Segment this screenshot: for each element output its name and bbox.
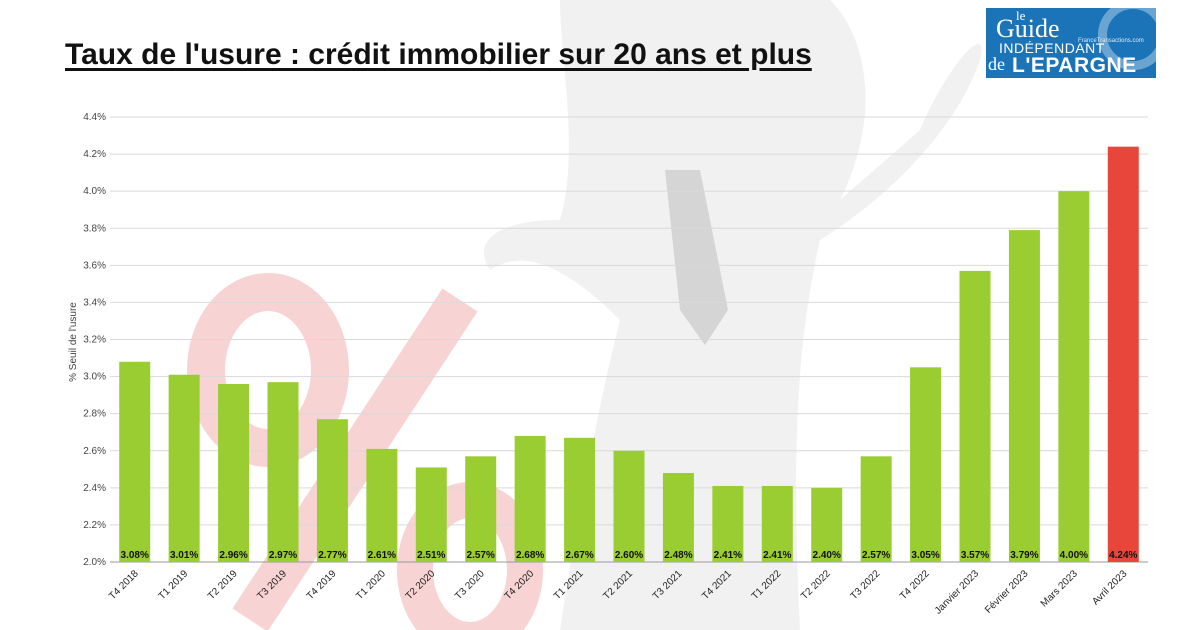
x-tick-label: Janvier 2023 — [933, 568, 982, 617]
data-label: 3.08% — [121, 550, 149, 561]
x-tick-label: T1 2019 — [157, 568, 191, 602]
data-label: 2.51% — [417, 550, 445, 561]
y-tick-label: 3.4% — [83, 297, 106, 308]
logo-ring-icon — [1098, 8, 1156, 70]
bar — [1058, 191, 1090, 562]
bar — [1008, 230, 1040, 562]
bar — [761, 485, 793, 562]
logo-de: de — [988, 54, 1005, 74]
bar — [465, 456, 497, 562]
y-tick-label: 2.8% — [83, 409, 106, 420]
logo-guide: Guide — [996, 14, 1060, 43]
data-label: 2.41% — [763, 550, 791, 561]
y-tick-label: 3.8% — [83, 223, 106, 234]
guide-epargne-logo: le Guide INDÉPENDANT FranceTransactions.… — [986, 8, 1156, 78]
data-label: 3.01% — [170, 550, 198, 561]
data-label: 3.57% — [961, 550, 989, 561]
bar — [959, 270, 991, 562]
bar — [811, 487, 843, 562]
logo-le: le — [1016, 8, 1026, 23]
data-label: 2.97% — [269, 550, 297, 561]
bar — [366, 448, 398, 562]
y-tick-label: 4.4% — [83, 112, 106, 123]
bars-group: 3.08% 3.01% 2.96% 2.97% 2.77% 2.61% 2.51% 2.57%… — [119, 146, 1139, 562]
bar — [613, 450, 645, 562]
x-tick-label: T2 2022 — [799, 568, 833, 602]
data-label: 3.79% — [1010, 550, 1038, 561]
data-label: 2.41% — [714, 550, 742, 561]
bar — [564, 437, 596, 562]
logo-independant: INDÉPENDANT — [999, 40, 1105, 56]
watermark-percent-slash — [232, 288, 478, 630]
bar — [415, 467, 447, 562]
data-label: 2.48% — [664, 550, 692, 561]
bar — [662, 473, 694, 562]
y-tick-label: 2.6% — [83, 446, 106, 457]
y-axis-label: % Seuil de l'usure — [68, 302, 79, 382]
data-label: 4.24% — [1109, 550, 1137, 561]
data-label: 2.57% — [467, 550, 495, 561]
y-tick-label: 3.6% — [83, 260, 106, 271]
data-label: 2.68% — [516, 550, 544, 561]
data-label: 2.67% — [565, 550, 593, 561]
logo-epargne: L'EPARGNE — [1012, 54, 1137, 77]
x-tick-label: T2 2019 — [206, 568, 240, 602]
y-tick-label: 2.2% — [83, 520, 106, 531]
bar — [910, 367, 942, 562]
x-tick-label: T3 2020 — [453, 568, 487, 602]
data-label: 2.40% — [813, 550, 841, 561]
bar — [168, 374, 200, 562]
watermark-figure-body — [483, 0, 982, 630]
bar — [860, 456, 892, 562]
data-label: 2.61% — [368, 550, 396, 561]
y-tick-label: 4.0% — [83, 186, 106, 197]
x-tick-label: T4 2018 — [107, 568, 141, 602]
data-label: 2.77% — [318, 550, 346, 561]
data-label: 4.00% — [1060, 550, 1088, 561]
page-title: Taux de l'usure : crédit immobilier sur … — [65, 38, 812, 71]
data-label: 2.96% — [219, 550, 247, 561]
data-label: 2.60% — [615, 550, 643, 561]
data-label: 3.05% — [911, 550, 939, 561]
watermark-tie — [665, 170, 728, 345]
bar — [712, 485, 744, 562]
bar — [514, 435, 546, 562]
x-tick-label: Février 2023 — [983, 568, 1031, 616]
x-tick-label: T4 2019 — [305, 568, 339, 602]
y-tick-label: 3.2% — [83, 335, 106, 346]
bar — [267, 382, 299, 562]
x-tick-label: T1 2020 — [354, 568, 388, 602]
bar — [218, 384, 250, 562]
y-tick-label: 3.0% — [83, 372, 106, 383]
bar — [316, 419, 348, 562]
x-tick-label: Avril 2023 — [1090, 568, 1129, 607]
x-tick-label: T3 2022 — [849, 568, 883, 602]
y-tick-label: 4.2% — [83, 149, 106, 160]
bar — [1107, 146, 1139, 562]
logo-subtext: FranceTransactions.com — [1078, 38, 1144, 44]
y-tick-label: 2.4% — [83, 483, 106, 494]
x-tick-label: Mars 2023 — [1039, 568, 1080, 609]
x-tick-label: T4 2022 — [898, 568, 932, 602]
bar — [119, 361, 151, 562]
data-label: 2.57% — [862, 550, 890, 561]
y-tick-label: 2.0% — [83, 557, 106, 568]
